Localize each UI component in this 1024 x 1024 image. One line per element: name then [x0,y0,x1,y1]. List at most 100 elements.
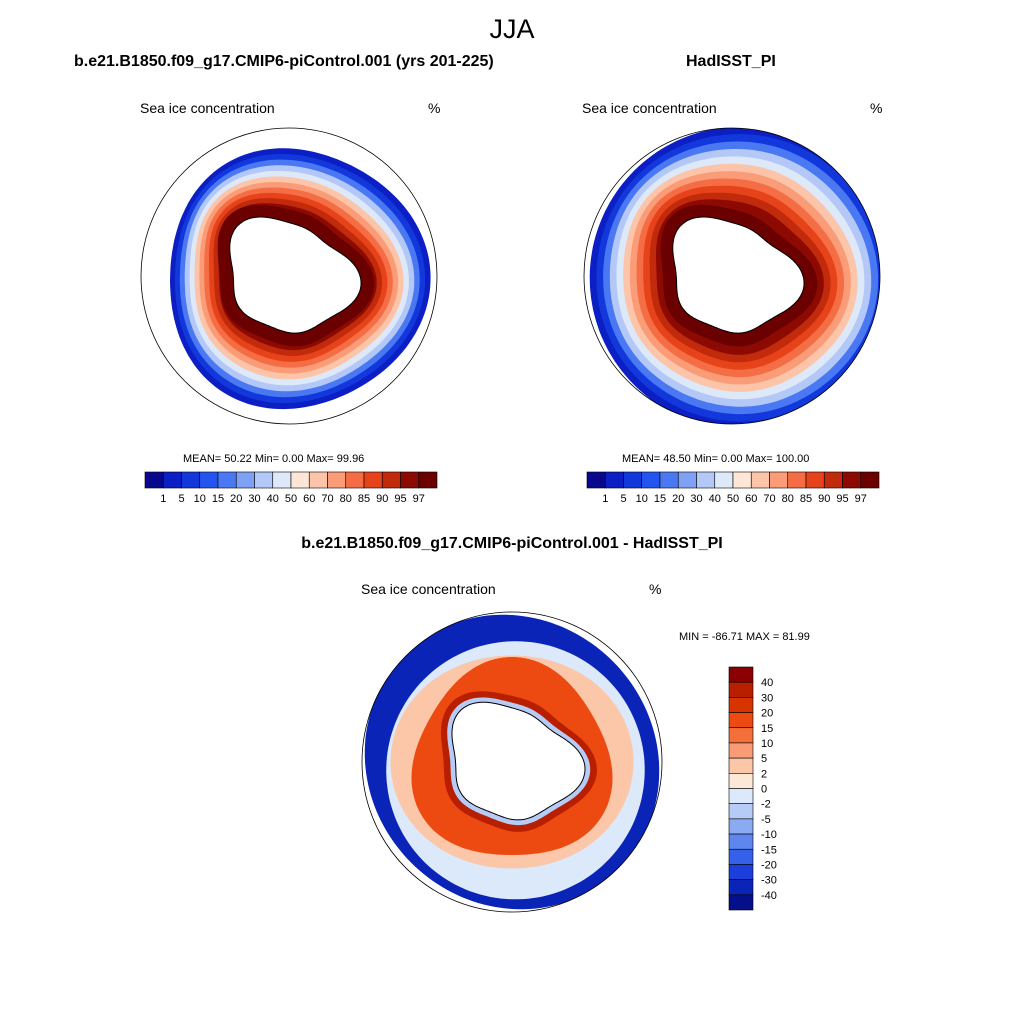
model-colorbar-box [144,471,164,489]
obs-colorbar-tick: 10 [636,493,648,505]
model-antarctica [229,216,362,334]
model-colorbar-tick: 80 [340,493,352,505]
diff-colorbar-tick: -5 [761,814,771,826]
obs-colorbar-tick: 60 [745,493,757,505]
model-colorbar-box [199,471,219,489]
obs-colorbar-tick: 95 [836,493,848,505]
diff-colorbar-box [728,773,754,789]
diff-colorbar-tick: -30 [761,875,777,887]
diff-colorbar-box [728,803,754,820]
model-colorbar-box [308,471,328,489]
model-colorbar-tick: 60 [303,493,315,505]
model-colorbar-box [254,471,274,489]
diff-colorbar-box [728,712,754,729]
obs-colorbar-tick: 30 [690,493,702,505]
model-colorbar-box [345,471,365,489]
obs-colorbar-box [604,471,624,489]
obs-colorbar-box [732,471,752,489]
diff-colorbar-box [728,757,754,774]
obs-variable-label: Sea ice concentration [582,100,717,116]
obs-colorbar-box [696,471,716,489]
obs-colorbar-box [641,471,661,489]
model-colorbar-tick: 20 [230,493,242,505]
model-colorbar-tick: 97 [413,493,425,505]
obs-colorbar-tick: 50 [727,493,739,505]
diff-colorbar-tick: 15 [761,723,773,735]
diff-units-label: % [649,581,662,597]
diff-colorbar-box [728,848,754,865]
figure-title: JJA [489,14,535,44]
diff-colorbar-box [728,879,754,896]
model-colorbar-tick: 15 [212,493,224,505]
obs-colorbar-box [714,471,734,489]
model-stats: MEAN= 50.22 Min= 0.00 Max= 99.96 [183,453,365,465]
diff-stats: MIN = -86.71 MAX = 81.99 [679,631,810,643]
diff-colorbar-tick: 40 [761,677,773,689]
diff-colorbar-box [728,818,754,835]
model-colorbar-tick: 10 [194,493,206,505]
obs-panel-title: HadISST_PI [686,53,776,70]
diff-colorbar-tick: 20 [761,708,773,720]
diff-colorbar-tick: -10 [761,829,777,841]
diff-colorbar-box [728,666,754,683]
obs-colorbar-box [750,471,770,489]
obs-colorbar-box [823,471,843,489]
model-units-label: % [428,100,441,116]
obs-colorbar-box [623,471,643,489]
diff-colorbar-tick: 2 [761,768,767,780]
obs-colorbar-box [787,471,807,489]
diff-colorbar-box [728,742,754,759]
model-colorbar-box [363,471,383,489]
model-colorbar-box [418,471,438,489]
obs-colorbar-tick: 85 [800,493,812,505]
model-colorbar-tick: 40 [267,493,279,505]
diff-colorbar-box [728,864,754,880]
diff-colorbar-box [728,833,754,850]
model-colorbar-box [181,471,201,489]
model-colorbar-box [162,471,182,489]
model-colorbar-tick: 30 [248,493,260,505]
diff-colorbar-tick: 0 [761,784,767,796]
obs-colorbar-tick: 97 [855,493,867,505]
model-colorbar-tick: 50 [285,493,297,505]
obs-colorbar-box [769,471,789,489]
diff-colorbar-tick: -15 [761,844,777,856]
model-colorbar-tick: 90 [376,493,388,505]
diff-colorbar-box [728,697,754,713]
diff-variable-label: Sea ice concentration [361,581,496,597]
model-colorbar-box [327,471,347,489]
obs-colorbar-tick: 1 [602,493,608,505]
obs-colorbar-box [677,471,697,489]
obs-stats: MEAN= 48.50 Min= 0.00 Max= 100.00 [622,453,810,465]
model-colorbar-box [217,471,237,489]
obs-colorbar-tick: 90 [818,493,830,505]
model-colorbar-tick: 70 [321,493,333,505]
model-colorbar-box [272,471,292,489]
obs-colorbar-box [860,471,880,489]
diff-colorbar-box [728,894,754,911]
model-colorbar-box [381,471,401,489]
obs-colorbar-box [805,471,825,489]
diff-panel-title: b.e21.B1850.f09_g17.CMIP6-piControl.001 … [301,535,723,552]
obs-colorbar-box [842,471,862,489]
diff-colorbar-box [728,788,754,804]
obs-colorbar-box [586,471,606,489]
model-colorbar-box [290,471,310,489]
obs-colorbar-tick: 20 [672,493,684,505]
model-panel-title: b.e21.B1850.f09_g17.CMIP6-piControl.001 … [74,53,494,70]
diff-antarctica [451,701,586,821]
diff-colorbar-box [728,727,754,744]
model-map [140,127,438,425]
model-colorbar-tick: 1 [160,493,166,505]
obs-colorbar-tick: 5 [620,493,626,505]
obs-colorbar-tick: 70 [763,493,775,505]
model-colorbar-tick: 95 [394,493,406,505]
obs-colorbar-tick: 40 [709,493,721,505]
obs-colorbar-tick: 80 [782,493,794,505]
obs-colorbar-tick: 15 [654,493,666,505]
diff-colorbar-tick: -2 [761,799,771,811]
obs-colorbar-box [659,471,679,489]
model-colorbar-tick: 85 [358,493,370,505]
